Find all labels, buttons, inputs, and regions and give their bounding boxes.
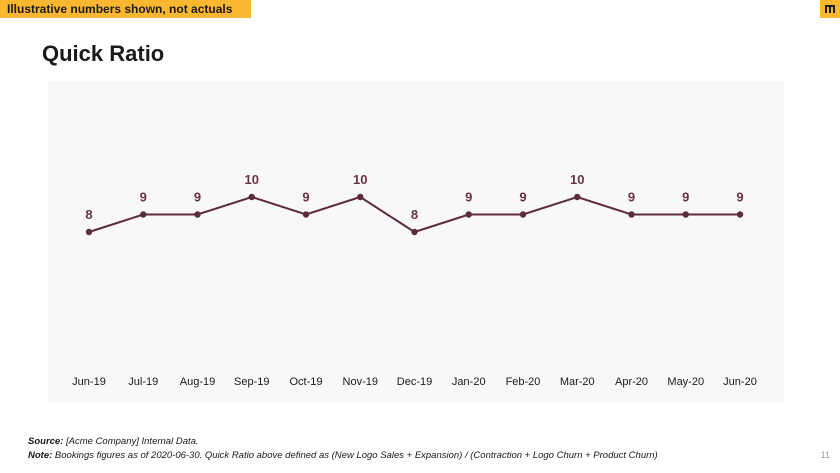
x-tick-label: Apr-20 — [615, 376, 648, 388]
data-label: 8 — [85, 207, 92, 222]
x-tick-label: Jul-19 — [128, 376, 158, 388]
x-tick-label: Oct-19 — [289, 376, 322, 388]
disclaimer-banner: Illustrative numbers shown, not actuals — [0, 0, 251, 18]
note-text: Bookings figures as of 2020-06-30. Quick… — [52, 450, 658, 461]
data-point — [574, 193, 581, 201]
data-point — [682, 211, 689, 218]
data-point — [465, 211, 472, 218]
data-point — [736, 211, 744, 218]
page-number: 11 — [820, 450, 830, 460]
note-footnote: Note: Bookings figures as of 2020-06-30.… — [28, 450, 658, 461]
data-label: 9 — [465, 190, 472, 205]
x-tick-label: Dec-19 — [397, 376, 432, 388]
data-label: 10 — [570, 172, 584, 187]
source-footnote: Source: [Acme Company] Internal Data. — [28, 436, 199, 447]
chart-area: 8 9 9 10 9 10 8 9 9 10 9 9 9 Jun-19 Jul-19 Aug-19 Sep-19… — [48, 81, 784, 403]
x-tick-label: Jun-20 — [723, 376, 757, 388]
page-title: Quick Ratio — [42, 41, 165, 66]
note-label: Note: — [28, 450, 53, 461]
data-label: 8 — [411, 207, 418, 222]
data-point — [411, 228, 418, 236]
source-text: [Acme Company] Internal Data. — [63, 436, 199, 447]
x-tick-label: Jun-19 — [72, 376, 106, 388]
x-tick-label: Feb-20 — [506, 376, 541, 388]
data-label: 10 — [353, 172, 367, 187]
x-tick-label: Aug-19 — [180, 376, 215, 388]
data-label: 10 — [245, 172, 259, 187]
disclaimer-text: Illustrative numbers shown, not actuals — [7, 2, 233, 16]
data-label: 9 — [194, 190, 201, 205]
data-point — [628, 211, 635, 218]
data-point — [85, 228, 93, 236]
x-tick-label: Mar-20 — [560, 376, 595, 388]
data-point — [194, 211, 201, 218]
brand-logo-icon — [820, 0, 840, 18]
data-point — [357, 193, 364, 201]
data-label: 9 — [682, 190, 689, 205]
data-point — [140, 211, 147, 218]
x-tick-label: Jan-20 — [452, 376, 486, 388]
data-label: 9 — [736, 190, 743, 205]
data-label: 9 — [628, 190, 635, 205]
data-point — [302, 211, 310, 218]
quick-ratio-chart: 8 9 9 10 9 10 8 9 9 10 9 9 9 Jun-19 Jul-19 Aug-19 Sep-19… — [72, 172, 757, 388]
data-point — [248, 193, 255, 201]
data-label: 9 — [302, 190, 309, 205]
data-point — [519, 211, 527, 218]
data-label: 9 — [519, 190, 526, 205]
x-tick-label: May-20 — [667, 376, 704, 388]
data-label: 9 — [140, 190, 147, 205]
x-tick-label: Sep-19 — [234, 376, 269, 388]
source-label: Source: — [28, 436, 64, 447]
x-tick-label: Nov-19 — [343, 376, 378, 388]
